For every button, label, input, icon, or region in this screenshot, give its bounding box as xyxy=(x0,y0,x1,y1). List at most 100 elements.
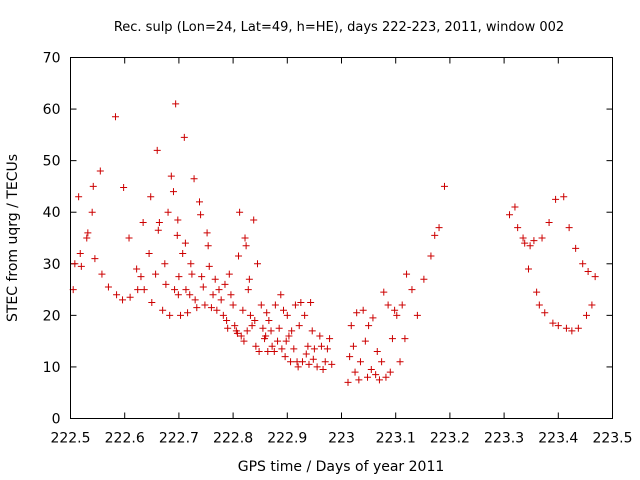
data-point xyxy=(134,286,142,294)
data-point xyxy=(291,301,299,309)
data-point xyxy=(181,239,189,247)
data-point xyxy=(204,242,212,250)
data-point xyxy=(270,347,278,355)
data-point xyxy=(431,231,439,239)
data-point xyxy=(209,291,217,299)
x-tick-label: 223.1 xyxy=(376,431,416,447)
data-point xyxy=(301,311,309,319)
data-point xyxy=(535,301,543,309)
data-point xyxy=(435,224,443,232)
data-point xyxy=(166,311,174,319)
data-point xyxy=(182,286,190,294)
y-tick-label: 30 xyxy=(43,257,61,273)
data-point xyxy=(244,286,252,294)
data-point xyxy=(267,327,275,335)
data-point xyxy=(326,335,334,343)
data-point xyxy=(96,167,104,175)
data-point xyxy=(255,347,263,355)
data-point xyxy=(225,270,233,278)
data-point xyxy=(308,327,316,335)
data-point xyxy=(187,260,195,268)
data-point xyxy=(283,311,291,319)
data-point xyxy=(369,314,377,322)
data-point xyxy=(274,337,282,345)
data-point xyxy=(188,270,196,278)
data-point xyxy=(396,358,404,366)
data-point xyxy=(367,366,375,374)
data-point xyxy=(246,311,254,319)
data-point xyxy=(574,324,582,332)
data-point xyxy=(572,244,580,252)
data-point xyxy=(83,234,91,242)
data-point xyxy=(235,252,243,260)
data-point xyxy=(154,226,162,234)
data-point xyxy=(588,301,596,309)
data-point xyxy=(199,283,207,291)
data-point xyxy=(568,327,576,335)
data-point xyxy=(420,275,428,283)
data-point xyxy=(398,301,406,309)
data-point xyxy=(224,324,232,332)
data-point xyxy=(302,350,310,358)
data-point xyxy=(541,309,549,317)
data-point xyxy=(538,234,546,242)
data-point xyxy=(401,335,409,343)
data-point xyxy=(298,358,306,366)
data-point xyxy=(250,216,258,224)
data-point xyxy=(133,265,141,273)
data-point xyxy=(139,219,147,227)
data-point xyxy=(159,306,167,314)
data-point xyxy=(227,291,235,299)
data-point xyxy=(309,355,317,363)
data-point xyxy=(562,324,570,332)
data-point xyxy=(88,208,96,216)
data-point xyxy=(285,332,293,340)
data-point xyxy=(413,311,421,319)
data-point xyxy=(554,322,562,330)
data-point xyxy=(215,286,223,294)
data-point xyxy=(98,270,106,278)
data-point xyxy=(169,188,177,196)
x-tick-label: 223.4 xyxy=(538,431,578,447)
data-point xyxy=(262,332,270,340)
data-point xyxy=(153,146,161,154)
data-point xyxy=(268,342,276,350)
data-point xyxy=(147,193,155,201)
x-tick-label: 223.3 xyxy=(484,431,524,447)
data-point xyxy=(195,198,203,206)
data-point xyxy=(197,211,205,219)
x-tick-label: 222.8 xyxy=(213,431,253,447)
data-point xyxy=(265,317,273,325)
data-point xyxy=(263,309,271,317)
data-point xyxy=(579,260,587,268)
data-point xyxy=(346,353,354,361)
data-point xyxy=(91,255,99,263)
data-point xyxy=(521,239,529,247)
data-point xyxy=(76,249,84,257)
data-point xyxy=(552,195,560,203)
plot-frame xyxy=(70,57,613,419)
data-point xyxy=(364,373,372,381)
data-point xyxy=(591,273,599,281)
data-point xyxy=(549,319,557,327)
y-tick-label: 60 xyxy=(43,102,61,118)
y-tick-label: 10 xyxy=(43,360,61,376)
data-point xyxy=(344,378,352,386)
data-point xyxy=(190,175,198,183)
y-tick-label: 0 xyxy=(52,412,61,428)
data-point xyxy=(174,291,182,299)
data-point xyxy=(111,113,119,121)
data-point xyxy=(545,219,553,227)
x-axis: 222.5 222.6 222.7 222.8 222.9 223 223.1 223.2 22… xyxy=(50,57,633,447)
data-point xyxy=(533,288,541,296)
data-point xyxy=(316,332,324,340)
data-point xyxy=(305,360,313,368)
data-point xyxy=(511,203,519,211)
data-point xyxy=(282,337,290,345)
data-point xyxy=(304,342,312,350)
data-point xyxy=(560,193,568,201)
data-point xyxy=(77,262,85,270)
data-point xyxy=(240,337,248,345)
x-tick-label: 222.9 xyxy=(267,431,307,447)
data-point xyxy=(219,311,227,319)
